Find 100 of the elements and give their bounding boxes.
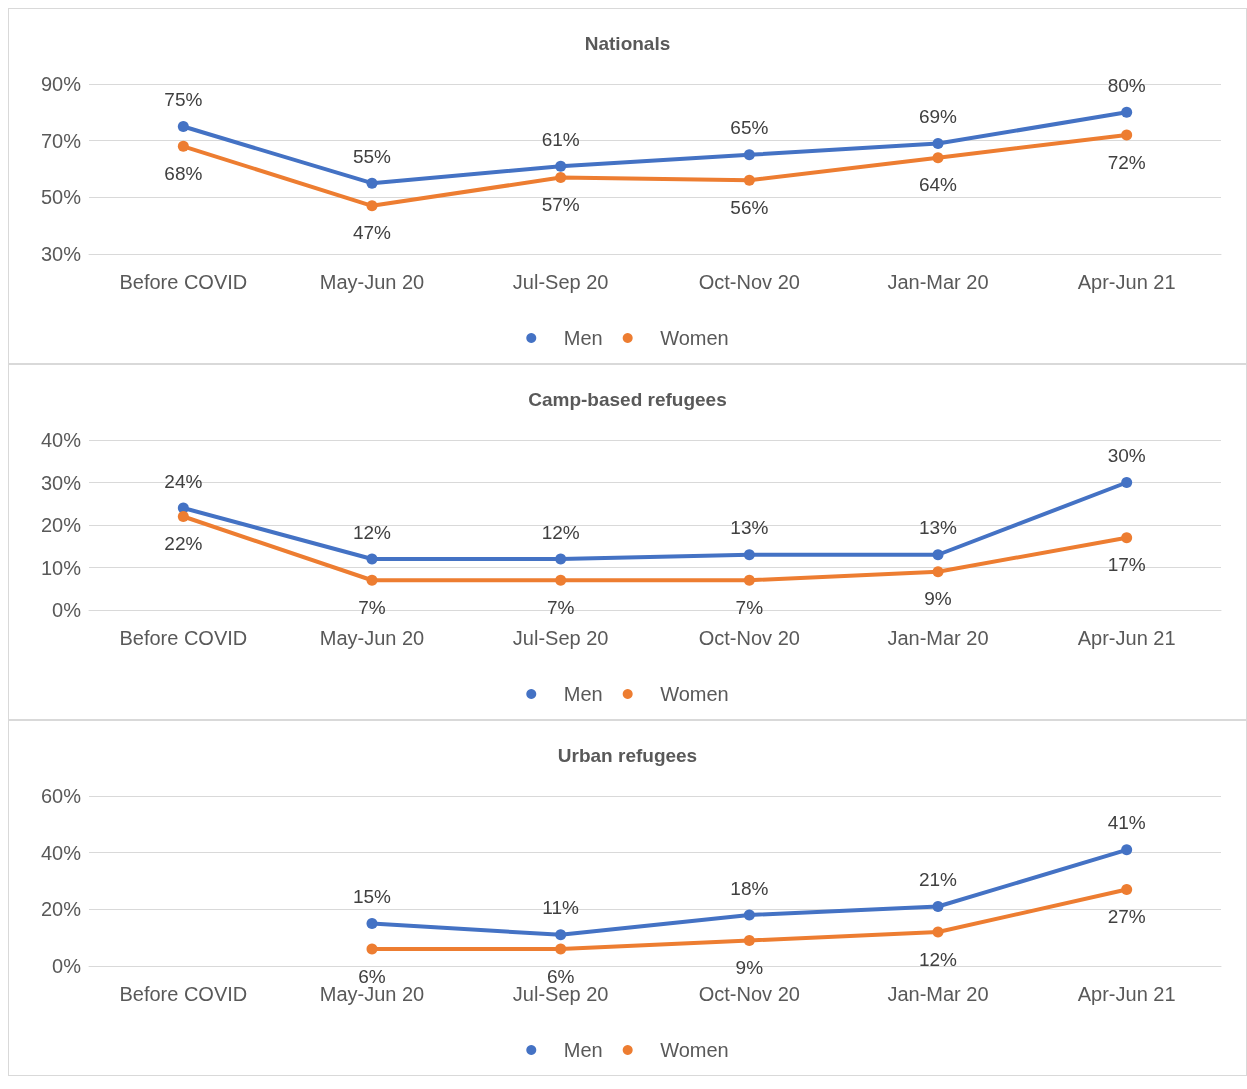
data-label: 69%: [918, 106, 958, 127]
y-tick-label: 30%: [40, 471, 82, 494]
data-label: 12%: [352, 521, 392, 543]
y-tick-label: 70%: [40, 129, 82, 152]
point: [177, 140, 189, 152]
x-tick-label: Oct-Nov 20: [698, 627, 800, 649]
data-label: 30%: [1107, 445, 1146, 466]
y-tick-label: 50%: [40, 186, 82, 209]
point: [932, 926, 944, 938]
data-label: 13%: [918, 517, 958, 539]
point: [743, 149, 755, 161]
x-tick-label: May-Jun 20: [319, 271, 425, 293]
chart-title: Nationals: [584, 33, 671, 54]
point: [743, 909, 755, 921]
data-label: 64%: [918, 174, 958, 196]
x-tick-label: Apr-Jun 21: [1077, 627, 1176, 649]
x-tick-label: Apr-Jun 21: [1077, 271, 1176, 293]
point: [555, 929, 567, 941]
y-tick-label: 90%: [40, 73, 82, 95]
data-label: 18%: [730, 877, 769, 899]
point: [932, 152, 944, 164]
y-tick-label: 40%: [40, 429, 82, 451]
y-tick-label: 30%: [40, 243, 82, 265]
point: [1121, 884, 1133, 895]
data-label: 9%: [735, 957, 764, 978]
point: [555, 574, 567, 586]
data-label: 7%: [358, 596, 386, 618]
point: [932, 566, 944, 578]
x-tick-label: Jul-Sep 20: [512, 627, 609, 649]
point: [743, 935, 755, 946]
data-label: 47%: [352, 222, 392, 244]
y-tick-label: 0%: [52, 599, 82, 621]
x-tick-label: Oct-Nov 20: [698, 271, 800, 293]
point: [366, 553, 378, 565]
point: [177, 511, 189, 522]
point: [743, 549, 755, 561]
point: [743, 174, 755, 186]
data-label: 24%: [164, 470, 203, 492]
x-tick-label: Jan-Mar 20: [887, 983, 989, 1005]
point: [366, 200, 378, 212]
point: [932, 138, 944, 149]
data-label: 68%: [164, 162, 203, 184]
data-label: 21%: [918, 869, 958, 890]
y-tick-label: 40%: [40, 841, 82, 864]
data-label: 15%: [352, 886, 392, 907]
point: [932, 901, 944, 912]
point: [366, 943, 378, 955]
data-label: 12%: [918, 948, 958, 970]
data-label: 27%: [1107, 906, 1146, 927]
data-label: 41%: [1107, 812, 1146, 834]
point: [177, 121, 189, 132]
point: [932, 549, 944, 561]
legend-label: Women: [660, 327, 729, 349]
x-tick-label: Before COVID: [119, 983, 248, 1005]
point: [366, 574, 378, 586]
point: [1121, 532, 1133, 544]
point: [366, 177, 378, 189]
legend-label: Men: [563, 1039, 603, 1061]
legend-label: Men: [563, 683, 603, 705]
y-tick-label: 20%: [40, 514, 82, 536]
y-tick-label: 10%: [40, 556, 82, 579]
x-tick-label: Before COVID: [119, 271, 248, 293]
x-tick-label: Jul-Sep 20: [512, 271, 609, 293]
x-tick-label: Jan-Mar 20: [887, 627, 989, 649]
y-tick-label: 60%: [40, 785, 82, 807]
point: [555, 943, 567, 955]
data-label: 7%: [735, 596, 764, 618]
chart-title: Camp-based refugees: [528, 389, 727, 410]
y-tick-label: 0%: [52, 955, 82, 977]
data-label: 7%: [546, 596, 575, 618]
y-tick-label: 20%: [40, 898, 82, 921]
point: [1121, 129, 1133, 141]
point: [743, 574, 755, 586]
data-label: 80%: [1107, 74, 1146, 96]
data-label: 75%: [164, 89, 203, 110]
data-label: 65%: [730, 117, 769, 139]
data-label: 13%: [730, 517, 769, 539]
point: [555, 160, 567, 172]
legend-label: Men: [563, 327, 603, 349]
data-label: 11%: [542, 897, 580, 919]
legend-label: Women: [660, 683, 729, 705]
point: [555, 553, 567, 565]
point: [555, 172, 567, 183]
point: [366, 918, 378, 929]
data-label: 56%: [730, 196, 769, 218]
data-label: 9%: [924, 588, 952, 610]
chart-title: Urban refugees: [557, 745, 698, 766]
data-label: 57%: [541, 194, 580, 215]
data-label: 55%: [352, 145, 392, 167]
data-label: 72%: [1107, 151, 1146, 173]
point: [1121, 106, 1133, 118]
x-tick-label: May-Jun 20: [319, 627, 425, 649]
point: [1121, 477, 1133, 488]
x-tick-label: Apr-Jun 21: [1077, 983, 1176, 1005]
legend-label: Women: [660, 1039, 729, 1061]
point: [1121, 844, 1133, 856]
x-tick-label: Oct-Nov 20: [698, 983, 800, 1005]
x-tick-label: Jan-Mar 20: [887, 271, 989, 293]
data-label: 17%: [1107, 554, 1146, 576]
data-label: 22%: [164, 533, 203, 554]
